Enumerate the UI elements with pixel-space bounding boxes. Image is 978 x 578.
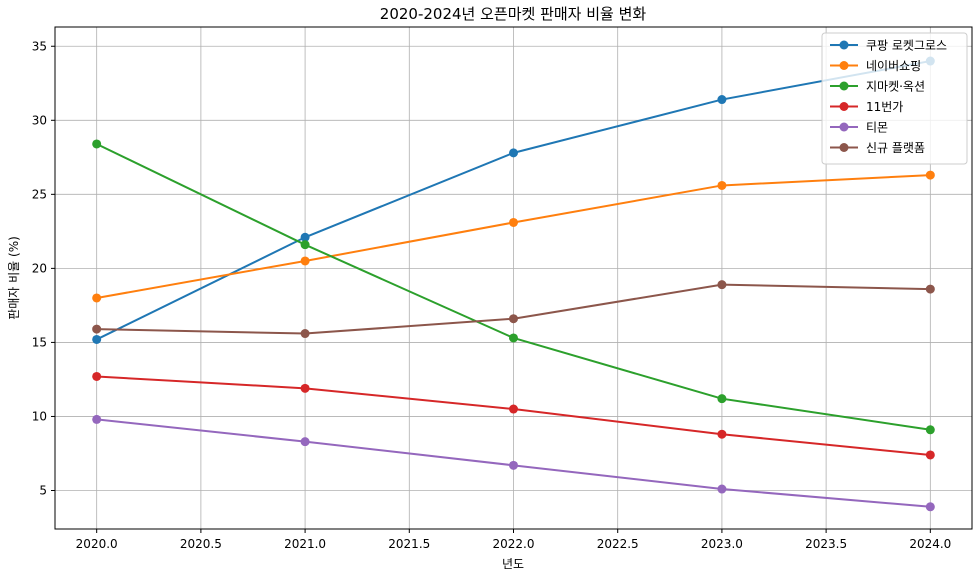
legend-item: 네이버쇼핑 — [830, 59, 921, 73]
x-tick-label: 2020.5 — [180, 537, 222, 551]
data-point — [92, 371, 102, 381]
series-5 — [92, 280, 935, 339]
data-point — [717, 280, 727, 290]
x-tick-label: 2023.5 — [805, 537, 847, 551]
data-point — [92, 324, 102, 334]
legend-marker — [839, 102, 849, 111]
series-lines — [92, 56, 935, 512]
data-point — [300, 232, 310, 242]
data-point — [509, 148, 518, 158]
legend-item: 쿠팡 로켓그로스 — [830, 39, 947, 53]
data-point — [509, 460, 518, 470]
series-1 — [92, 170, 935, 303]
data-point — [509, 333, 518, 343]
data-point — [925, 425, 935, 435]
legend-marker — [839, 143, 849, 152]
x-tick-label: 2024.0 — [909, 537, 951, 551]
data-point — [925, 284, 935, 294]
data-point — [300, 383, 310, 393]
series-3 — [92, 371, 935, 460]
legend-item: 티몬 — [830, 121, 888, 135]
data-point — [925, 170, 935, 180]
data-point — [717, 484, 727, 494]
legend-label: 쿠팡 로켓그로스 — [866, 39, 947, 53]
x-tick-label: 2022.0 — [493, 537, 535, 551]
data-point — [92, 414, 102, 424]
y-tick-label: 30 — [32, 113, 47, 127]
y-tick-label: 5 — [39, 483, 47, 497]
data-point — [300, 256, 310, 266]
series-4 — [92, 414, 935, 512]
legend-marker — [839, 122, 849, 132]
legend-label: 티몬 — [866, 121, 888, 135]
data-point — [300, 329, 310, 339]
legend-item: 11번가 — [830, 100, 903, 114]
data-point — [92, 293, 102, 303]
y-tick-label: 20 — [32, 261, 47, 275]
y-tick-label: 25 — [32, 187, 47, 201]
x-tick-label: 2023.0 — [701, 537, 743, 551]
y-tick-label: 35 — [32, 39, 47, 53]
data-point — [717, 394, 727, 404]
chart-title: 2020-2024년 오픈마켓 판매자 비율 변화 — [380, 5, 647, 23]
legend-label: 지마켓·옥션 — [866, 80, 925, 94]
axis-ticks: 2020.0 2020.5 2021.0 2021.5 2022.0 2022.5 2023… — [32, 39, 952, 551]
legend-item: 지마켓·옥션 — [830, 80, 925, 94]
data-point — [509, 217, 518, 227]
y-tick-label: 10 — [32, 409, 47, 423]
data-point — [717, 429, 727, 439]
legend-label: 신규 플랫폼 — [866, 141, 925, 155]
data-point — [717, 95, 727, 105]
x-tick-label: 2021.0 — [284, 537, 326, 551]
data-point — [925, 450, 935, 460]
y-axis-label: 판매자 비율 (%) — [7, 236, 21, 320]
x-tick-label: 2021.5 — [388, 537, 430, 551]
data-point — [925, 502, 935, 512]
data-point — [300, 437, 310, 447]
data-point — [509, 404, 518, 414]
series-2 — [92, 139, 935, 435]
legend-marker — [839, 61, 849, 70]
series-0 — [92, 56, 935, 344]
data-point — [509, 314, 518, 324]
legend-label: 네이버쇼핑 — [866, 59, 921, 73]
y-tick-label: 15 — [32, 335, 47, 349]
legend-box — [821, 32, 968, 165]
x-tick-label: 2022.5 — [597, 537, 639, 551]
legend-marker — [839, 81, 849, 91]
legend-label: 11번가 — [866, 100, 903, 114]
data-point — [92, 334, 102, 344]
x-tick-label: 2020.0 — [76, 537, 118, 551]
data-point — [92, 139, 102, 149]
data-point — [717, 180, 727, 190]
legend-item: 신규 플랫폼 — [830, 141, 925, 155]
x-axis-label: 년도 — [502, 557, 524, 571]
legend-marker — [839, 40, 849, 50]
data-point — [300, 240, 310, 250]
